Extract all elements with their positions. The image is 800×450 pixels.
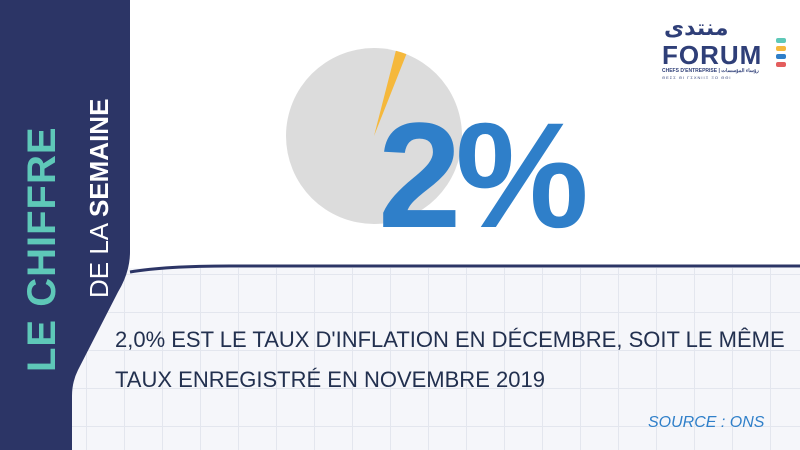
caption: 2,0% EST LE TAUX D'INFLATION EN DÉCEMBRE… [115,320,785,400]
banner-title: LE CHIFFRE [20,126,64,372]
forum-logo: منتدى FORUM CHEFS D'ENTREPRISE | رؤساء ا… [660,16,786,80]
source-label: SOURCE : ONS [648,414,765,431]
logo-tagline-2: ΘΕΣΣ ΘΙ ΓΣΧΝΙΙΞ ΞΟ ΘΘΙ [662,75,732,80]
grid-background [0,268,800,450]
headline-value: 2% [378,91,589,259]
banner-subtitle-light: DE LA [84,224,114,298]
logo-color-bars [776,38,786,68]
logo-arabic-text: منتدى [664,16,729,41]
banner-subtitle: DE LA SEMAINE [84,99,115,298]
logo-wordmark: FORUM [662,40,763,70]
pie-chart [286,48,462,224]
logo-tagline: CHEFS D'ENTREPRISE | رؤساء المؤسسات [662,68,759,74]
banner-subtitle-bold: SEMAINE [84,98,114,218]
caption-line-2: TAUX ENREGISTRÉ EN NOVEMBRE 2019 [115,367,545,392]
caption-line-1: 2,0% EST LE TAUX D'INFLATION EN DÉCEMBRE… [115,327,785,352]
side-banner [0,0,130,450]
pie-slice [374,50,407,136]
